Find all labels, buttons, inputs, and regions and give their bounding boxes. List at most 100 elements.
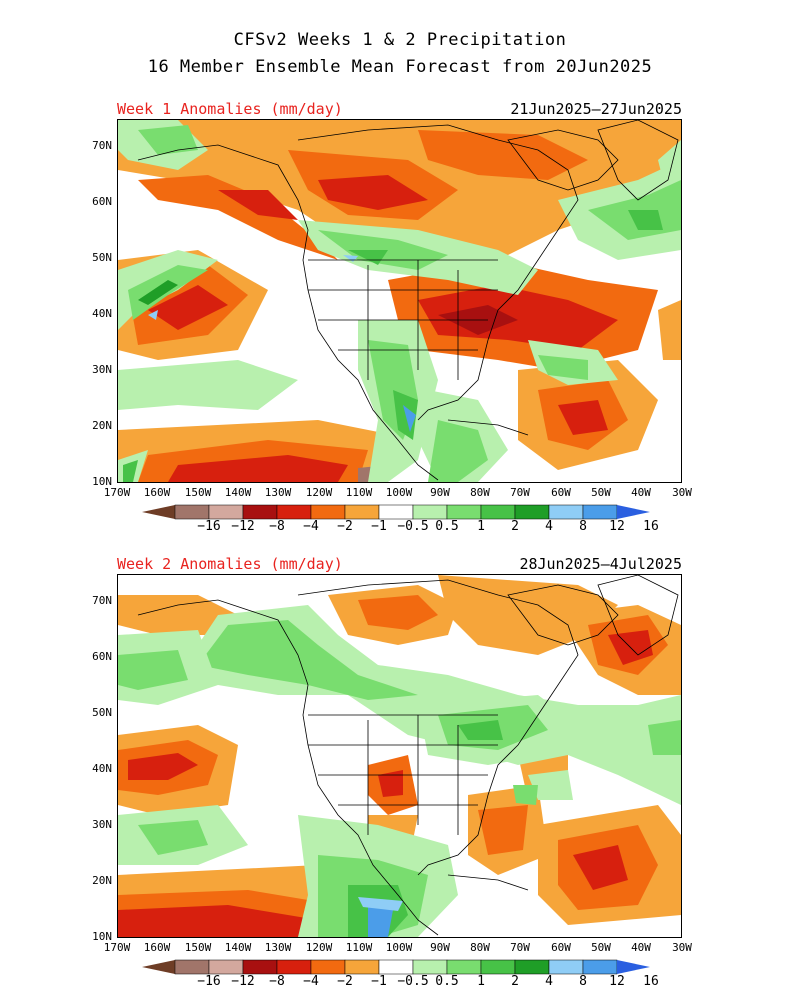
colorbar-swatch bbox=[310, 504, 346, 520]
colorbar-swatch bbox=[208, 959, 244, 975]
colorbar-swatch bbox=[174, 504, 210, 520]
colorbar-label: 4 bbox=[545, 974, 553, 989]
colorbar-label: 12 bbox=[609, 974, 625, 989]
lat-tick: 10N bbox=[92, 475, 112, 488]
lat-tick: 70N bbox=[92, 594, 112, 607]
week1-dry-regions bbox=[118, 120, 681, 482]
colorbar-swatch bbox=[208, 504, 244, 520]
colorbar-label: −8 bbox=[269, 519, 285, 534]
colorbar-swatch bbox=[514, 959, 550, 975]
colorbar-label: 2 bbox=[511, 519, 519, 534]
colorbar-label: 2 bbox=[511, 974, 519, 989]
colorbar-swatch bbox=[582, 959, 618, 975]
colorbar-label: −12 bbox=[231, 974, 255, 989]
colorbar-label: 16 bbox=[643, 974, 659, 989]
lon-tick: 120W bbox=[305, 941, 333, 954]
lon-tick: 160W bbox=[143, 941, 171, 954]
week2-dates: 28Jun2025—4Jul2025 bbox=[519, 555, 682, 573]
lon-tick: 150W bbox=[184, 941, 212, 954]
week2-coastlines bbox=[137, 575, 679, 936]
colorbar-swatch bbox=[514, 504, 550, 520]
colorbar-swatch bbox=[174, 959, 210, 975]
lon-tick: 120W bbox=[305, 486, 333, 499]
lat-tick: 30N bbox=[92, 363, 112, 376]
colorbar-label: −4 bbox=[303, 519, 319, 534]
colorbar-swatch bbox=[412, 959, 448, 975]
colorbar-swatch bbox=[412, 504, 448, 520]
colorbar-arrow-low bbox=[142, 505, 175, 519]
lon-tick: 90W bbox=[430, 941, 450, 954]
colorbar-label: 8 bbox=[579, 519, 587, 534]
colorbar-label: 16 bbox=[643, 519, 659, 534]
lon-tick: 40W bbox=[631, 486, 651, 499]
colorbar-label: 0.5 bbox=[435, 974, 459, 989]
week1-dates: 21Jun2025–27Jun2025 bbox=[510, 100, 682, 118]
colorbar-swatch bbox=[582, 504, 618, 520]
week1-label: Week 1 Anomalies (mm/day) bbox=[117, 100, 343, 118]
week2-anomaly-field bbox=[118, 575, 681, 937]
colorbar-arrow-high bbox=[617, 505, 650, 519]
colorbar-arrow-low bbox=[142, 960, 175, 974]
colorbar-swatches bbox=[142, 959, 650, 975]
colorbar-label: −2 bbox=[337, 974, 353, 989]
lon-tick: 30W bbox=[672, 486, 692, 499]
week1-coastlines bbox=[137, 120, 679, 481]
week2-label: Week 2 Anomalies (mm/day) bbox=[117, 555, 343, 573]
colorbar-label: −0.5 bbox=[397, 519, 429, 534]
lon-tick: 50W bbox=[591, 941, 611, 954]
colorbar-label: −2 bbox=[337, 519, 353, 534]
lon-tick: 70W bbox=[510, 941, 530, 954]
lat-tick: 70N bbox=[92, 139, 112, 152]
colorbar-swatches bbox=[142, 504, 650, 520]
lon-tick: 80W bbox=[470, 941, 490, 954]
lat-tick: 50N bbox=[92, 706, 112, 719]
colorbar-swatch bbox=[242, 959, 278, 975]
colorbar-label: 8 bbox=[579, 974, 587, 989]
lon-tick: 40W bbox=[631, 941, 651, 954]
week1-colorbar bbox=[140, 502, 660, 526]
colorbar-label: −16 bbox=[197, 974, 221, 989]
week2-map bbox=[117, 574, 682, 938]
lat-tick: 40N bbox=[92, 307, 112, 320]
lon-tick: 60W bbox=[551, 941, 571, 954]
lat-tick: 10N bbox=[92, 930, 112, 943]
chart-subtitle: 16 Member Ensemble Mean Forecast from 20… bbox=[147, 57, 653, 77]
lon-tick: 170W bbox=[103, 941, 131, 954]
lon-tick: 110W bbox=[345, 941, 373, 954]
colorbar-label: 12 bbox=[609, 519, 625, 534]
colorbar-label: −4 bbox=[303, 974, 319, 989]
colorbar-label: −0.5 bbox=[397, 974, 429, 989]
colorbar-label: −16 bbox=[197, 519, 221, 534]
lat-tick: 50N bbox=[92, 251, 112, 264]
lon-tick: 150W bbox=[184, 486, 212, 499]
colorbar-swatch bbox=[344, 959, 380, 975]
colorbar-label: 4 bbox=[545, 519, 553, 534]
colorbar-swatch bbox=[310, 959, 346, 975]
lon-tick: 100W bbox=[385, 486, 413, 499]
colorbar-label: 1 bbox=[477, 974, 485, 989]
lon-tick: 60W bbox=[551, 486, 571, 499]
lon-tick: 140W bbox=[224, 486, 252, 499]
lat-tick: 20N bbox=[92, 874, 112, 887]
colorbar-label: −1 bbox=[371, 974, 387, 989]
colorbar-swatch bbox=[548, 504, 584, 520]
week1-map bbox=[117, 119, 682, 483]
week2-wet-regions bbox=[118, 605, 681, 937]
week1-wet-regions bbox=[118, 120, 681, 482]
colorbar-swatch bbox=[446, 959, 482, 975]
lon-tick: 140W bbox=[224, 941, 252, 954]
lat-tick: 30N bbox=[92, 818, 112, 831]
colorbar-label: 0.5 bbox=[435, 519, 459, 534]
colorbar-label: −8 bbox=[269, 974, 285, 989]
lat-tick: 20N bbox=[92, 419, 112, 432]
colorbar-arrow-high bbox=[617, 960, 650, 974]
colorbar-swatch bbox=[242, 504, 278, 520]
week2-colorbar bbox=[140, 957, 660, 981]
lon-tick: 130W bbox=[264, 486, 292, 499]
lat-tick: 40N bbox=[92, 762, 112, 775]
lon-tick: 30W bbox=[672, 941, 692, 954]
lat-tick: 60N bbox=[92, 650, 112, 663]
lon-tick: 170W bbox=[103, 486, 131, 499]
colorbar-swatch bbox=[446, 504, 482, 520]
colorbar-swatch bbox=[378, 959, 414, 975]
